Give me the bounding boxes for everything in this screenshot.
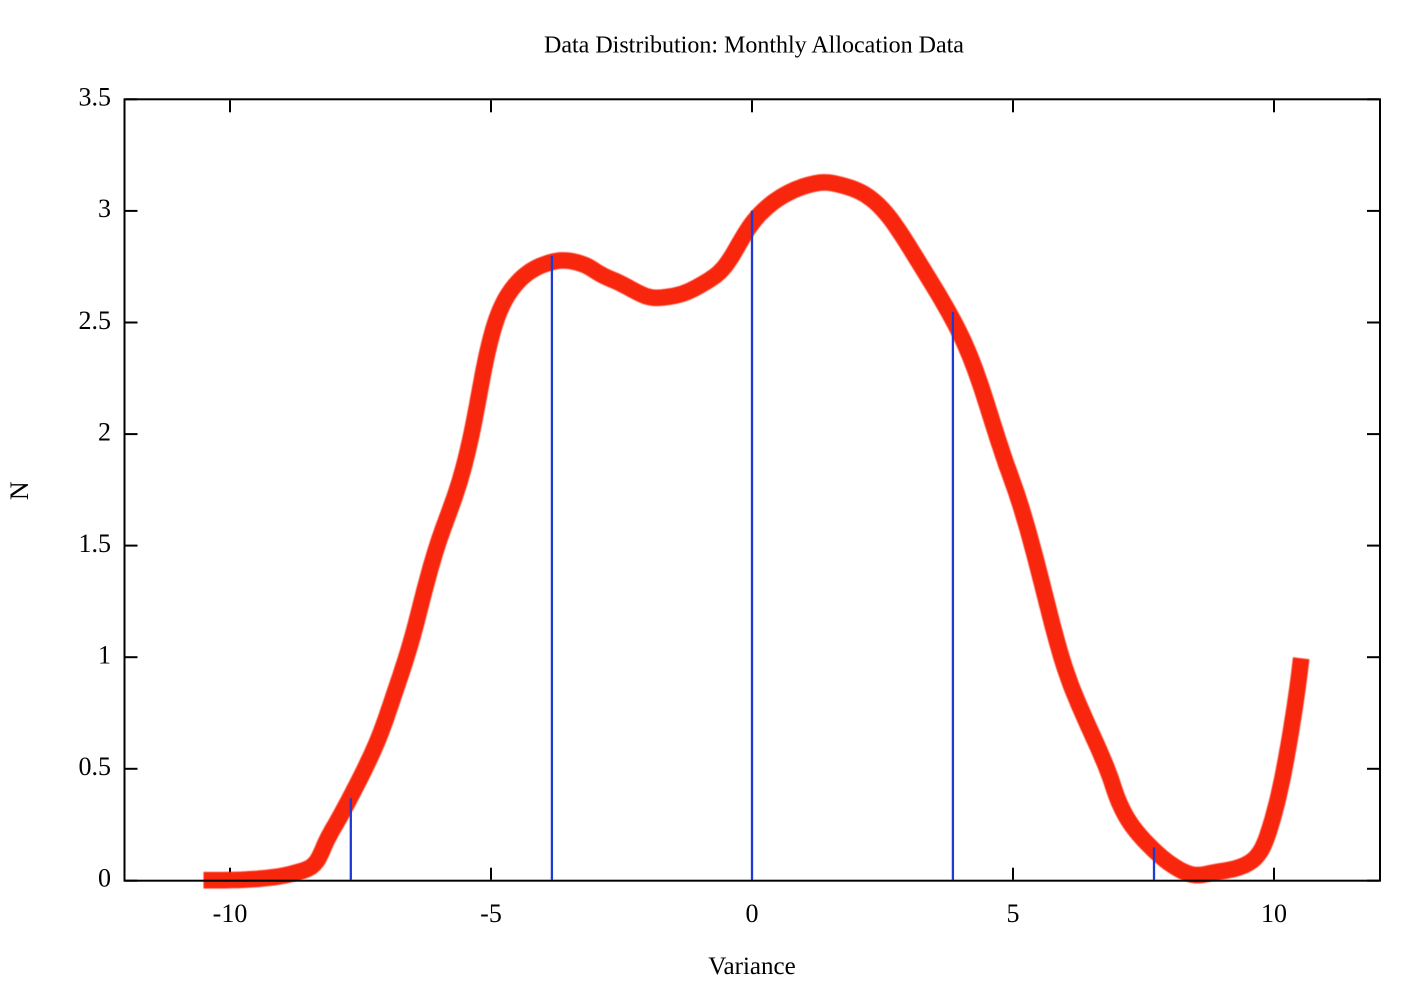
svg-text:5: 5 [1007,899,1020,928]
svg-text:3.5: 3.5 [79,83,112,112]
svg-text:2.5: 2.5 [79,306,112,335]
svg-text:1: 1 [98,641,111,670]
svg-text:1.5: 1.5 [79,529,112,558]
svg-text:0: 0 [746,899,759,928]
svg-text:-10: -10 [213,899,248,928]
svg-text:3: 3 [98,194,111,223]
svg-text:0.5: 0.5 [79,752,112,781]
svg-text:N: N [5,481,34,500]
svg-text:0: 0 [98,864,111,893]
svg-text:2: 2 [98,417,111,446]
svg-text:-5: -5 [480,899,502,928]
svg-text:Variance: Variance [708,953,795,980]
svg-text:Data Distribution: Monthly All: Data Distribution: Monthly Allocation Da… [544,32,964,58]
svg-text:10: 10 [1261,899,1287,928]
